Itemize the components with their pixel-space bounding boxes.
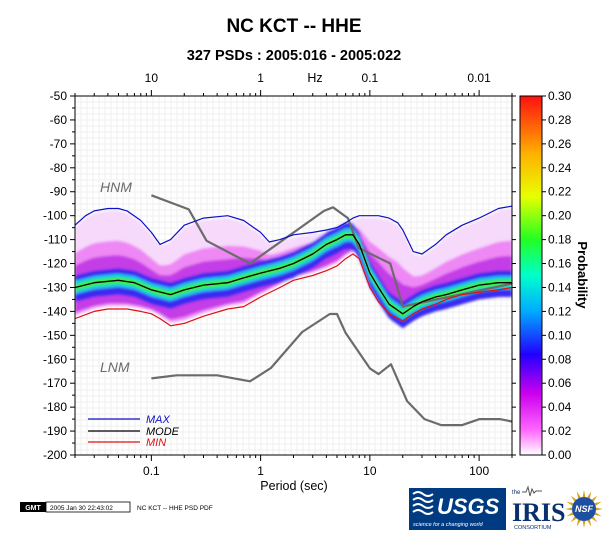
y-tick-label: -170: [43, 376, 67, 390]
axis-ticks: -50 -60 -70 -80 -90 -100 -110 -120 -130 -140 -150 -…: [43, 71, 516, 478]
nsf-logo-text: NSF: [575, 504, 594, 514]
y-tick-label: -130: [43, 280, 67, 294]
x-tick-label: 1: [257, 464, 264, 478]
colorbar-tick-label: 0.28: [548, 113, 572, 127]
y-tick-label: -120: [43, 257, 67, 271]
lnm-label: LNM: [100, 359, 130, 375]
nsf-globe-icon: [572, 497, 596, 521]
chart-title: NC KCT -- HHE: [226, 16, 361, 37]
gmt-badge-text: GMT: [25, 505, 41, 512]
y-tick-label: -140: [43, 304, 67, 318]
colorbar-tick-label: 0.22: [548, 185, 572, 199]
top-tick-label: 0.1: [362, 71, 379, 85]
colorbar-tick-label: 0.10: [548, 328, 572, 342]
y-tick-label: -80: [50, 161, 68, 175]
y-tick-label: -70: [50, 137, 68, 151]
x-tick-label: 100: [469, 464, 489, 478]
x-axis-label: Period (sec): [260, 479, 327, 493]
top-tick-label: 10: [145, 71, 159, 85]
plot-area: -50 -60 -70 -80 -90 -100 -110 -120 -130 -140 -150 -…: [43, 71, 516, 478]
nsf-rays-icon: [565, 490, 603, 528]
y-tick-label: -190: [43, 424, 67, 438]
colorbar-tick-label: 0.08: [548, 352, 572, 366]
timestamp: 2005 Jan 30 22:43:02: [50, 505, 113, 512]
seismogram-icon: [522, 485, 542, 497]
timestamp-box: [45, 501, 131, 513]
series-lines: [75, 194, 512, 427]
lnm-curve: [151, 312, 512, 427]
colorbar-tick-label: 0.30: [548, 89, 572, 103]
usgs-tagline: science for a changing world: [413, 522, 484, 528]
colorbar-label: Probability: [575, 241, 590, 309]
legend: MAX MODE MIN: [88, 414, 180, 449]
chart-subtitle: 327 PSDs : 2005:016 - 2005:022: [187, 48, 401, 64]
y-tick-label: -150: [43, 328, 67, 342]
colorbar-tick-label: 0.26: [548, 137, 572, 151]
y-tick-label: -50: [50, 89, 68, 103]
iris-logo: the IRIS CONSORTIUM: [512, 485, 565, 531]
x-tick-label: 0.1: [143, 464, 160, 478]
x-tick-label: 10: [363, 464, 377, 478]
top-tick-label: 1: [257, 71, 264, 85]
mode-curve: [75, 234, 512, 315]
footer: GMT 2005 Jan 30 22:43:02 NC KCT -- HHE P…: [20, 501, 213, 513]
y-tick-label: -200: [43, 448, 67, 462]
y-tick-label: -100: [43, 209, 67, 223]
iris-prefix: the: [512, 490, 521, 496]
y-tick-label: -90: [50, 185, 68, 199]
top-tick-label: 0.01: [467, 71, 491, 85]
legend-label-max: MAX: [146, 414, 171, 426]
min-curve: [75, 253, 512, 327]
hnm-label: HNM: [100, 179, 132, 195]
colorbar-tick-label: 0.02: [548, 424, 572, 438]
footer-caption: NC KCT -- HHE PSD PDF: [137, 505, 213, 512]
top-axis-label: Hz: [307, 71, 322, 85]
usgs-logo: USGS science for a changing world: [409, 488, 506, 530]
colorbar-tick-label: 0.14: [548, 280, 572, 294]
colorbar: 0.30 0.28 0.26 0.24 0.22 0.20 0.18 0.16 0.14 0.12…: [519, 89, 590, 462]
pdf-density: [75, 208, 512, 329]
colorbar-tick-label: 0.12: [548, 304, 572, 318]
y-tick-label: -110: [44, 233, 67, 247]
colorbar-tick-label: 0.06: [548, 376, 572, 390]
colorbar-gradient: [519, 95, 543, 456]
colorbar-tick-label: 0.20: [548, 209, 572, 223]
max-curve: [75, 205, 512, 255]
y-tick-label: -60: [50, 113, 68, 127]
iris-logo-text: IRIS: [512, 498, 565, 527]
y-tick-label: -180: [43, 400, 67, 414]
iris-sub: CONSORTIUM: [514, 525, 552, 531]
colorbar-tick-label: 0.24: [548, 161, 572, 175]
nsf-logo: NSF: [565, 490, 603, 528]
colorbar-tick-label: 0.04: [548, 400, 572, 414]
usgs-wave-icon: [412, 491, 434, 515]
colorbar-tick-label: 0.18: [548, 233, 572, 247]
hnm-curve: [151, 194, 512, 308]
legend-label-min: MIN: [146, 437, 166, 449]
usgs-logo-text: USGS: [437, 494, 500, 519]
y-tick-label: -160: [43, 352, 67, 366]
colorbar-tick-label: 0.16: [548, 257, 572, 271]
colorbar-tick-label: 0.00: [548, 448, 572, 462]
legend-label-mode: MODE: [146, 426, 180, 438]
gmt-badge: [20, 502, 46, 512]
density-band-blue: [75, 222, 512, 329]
